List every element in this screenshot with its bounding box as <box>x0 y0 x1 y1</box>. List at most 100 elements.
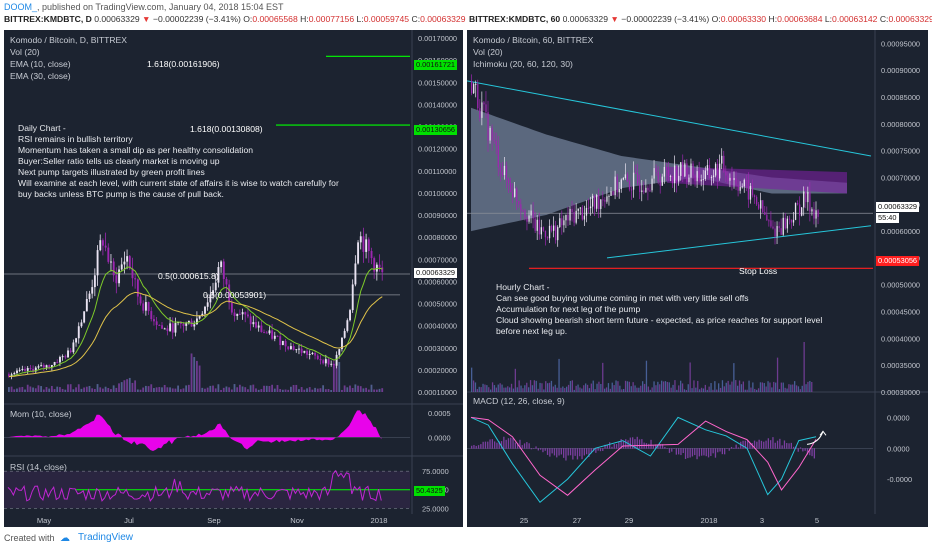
candle-body <box>704 170 706 180</box>
volume-bar <box>26 384 29 392</box>
date-axis-label: 29 <box>625 516 633 525</box>
volume-bar <box>482 383 484 392</box>
volume-bar <box>29 386 32 392</box>
candle-body <box>107 247 110 262</box>
candle-body <box>673 165 676 184</box>
volume-bar <box>801 385 803 392</box>
vol-indicator-label[interactable]: Vol (20) <box>473 47 503 57</box>
candle-body <box>373 258 376 272</box>
volume-bar <box>674 380 676 392</box>
volume-bar <box>332 365 335 392</box>
volume-bar <box>316 388 319 392</box>
volume-bar <box>676 389 678 392</box>
rsi-tick-label: 25.0000 <box>422 504 449 513</box>
volume-bar <box>351 387 354 392</box>
candle-body <box>214 282 217 291</box>
volume-bar <box>228 387 231 392</box>
volume-bar <box>607 383 610 392</box>
mom-tick-label: 0.0000 <box>428 433 451 442</box>
volume-bar <box>723 386 725 392</box>
author-link[interactable]: DOOM_ <box>4 2 38 12</box>
candle-body <box>260 325 263 333</box>
macd-indicator-label[interactable]: MACD (12, 26, close, 9) <box>473 396 565 406</box>
volume-bar <box>556 387 558 392</box>
volume-bar <box>166 387 169 392</box>
macd-histogram-bar <box>774 442 776 449</box>
mom-indicator-label[interactable]: Mom (10, close) <box>10 409 72 419</box>
volume-bar <box>373 389 376 392</box>
candle-body <box>300 348 303 353</box>
macd-histogram-bar <box>480 444 482 449</box>
volume-bar <box>72 389 75 392</box>
volume-bar <box>509 387 511 392</box>
note-line: Cloud showing bearish short term future … <box>496 315 823 325</box>
daily-chart-svg[interactable]: 0.001700000.001600000.001500000.00140000… <box>4 30 463 527</box>
candle-body <box>567 214 569 221</box>
candle-body <box>357 242 360 264</box>
price-tick-label: 0.00040000 <box>418 322 457 331</box>
ema30-indicator-label[interactable]: EMA (30, close) <box>10 71 71 81</box>
candle-body <box>365 239 368 252</box>
macd-histogram-bar <box>487 441 489 449</box>
candle-body <box>546 237 549 239</box>
macd-histogram-bar <box>735 444 737 449</box>
candle-body <box>583 215 586 220</box>
volume-bar <box>809 380 811 392</box>
candle-body <box>540 227 542 235</box>
candle-body <box>557 227 559 241</box>
macd-histogram-bar <box>553 448 556 456</box>
volume-bar <box>634 385 636 392</box>
volume-bar <box>263 385 265 392</box>
candle-body <box>29 368 32 370</box>
volume-bar <box>752 382 754 392</box>
countdown-box: 55:40 <box>876 213 899 223</box>
candle-body <box>501 172 504 176</box>
macd-histogram-bar <box>673 448 675 449</box>
volume-bar <box>683 389 686 392</box>
candle-body <box>665 166 668 170</box>
volume-bar <box>123 380 126 392</box>
candle-body <box>85 298 88 312</box>
candle-body <box>700 179 702 182</box>
volume-bar <box>708 386 710 392</box>
candle-body <box>639 183 641 192</box>
hourly-chart-svg[interactable]: 0.00095000 0.00090000 0.00085000 0.00080000… <box>467 30 928 527</box>
candle-body <box>719 163 721 179</box>
tradingview-brand[interactable]: TradingView <box>78 532 134 543</box>
last-price-box: 0.00063329 <box>414 268 458 278</box>
volume-bar <box>201 387 204 392</box>
left-open: 0.00065568 <box>252 14 298 24</box>
volume-bar <box>788 384 790 392</box>
volume-bar <box>102 388 104 392</box>
ema10-indicator-label[interactable]: EMA (10, close) <box>10 59 71 69</box>
stop-loss-label: Stop Loss <box>739 266 778 276</box>
volume-bar <box>61 388 64 392</box>
volume-bar <box>381 388 384 392</box>
price-tick-label: 0.00030000 <box>418 344 457 353</box>
volume-bar <box>279 388 282 392</box>
rsi-indicator-label[interactable]: RSI (14, close) <box>10 462 67 472</box>
macd-histogram-bar <box>475 445 477 449</box>
candle-body <box>534 218 536 231</box>
hourly-chart-panel[interactable]: 0.00095000 0.00090000 0.00085000 0.00080000… <box>467 30 928 527</box>
volume-bar <box>794 381 796 392</box>
vol-indicator-label[interactable]: Vol (20) <box>10 47 40 57</box>
candle-body <box>13 372 16 375</box>
candle-body <box>548 225 551 239</box>
ichimoku-indicator-label[interactable]: Ichimoku (20, 60, 120, 30) <box>473 59 573 69</box>
candle-body <box>45 365 48 368</box>
volume-bar <box>524 385 526 392</box>
candle-body <box>626 174 629 182</box>
macd-histogram-bar <box>671 448 673 452</box>
volume-bar <box>623 388 625 392</box>
volume-bar <box>602 362 604 392</box>
volume-bar <box>512 388 515 392</box>
price-tick-label: 0.00110000 <box>418 167 457 176</box>
candle-body <box>610 191 612 196</box>
volume-bar <box>244 387 247 392</box>
daily-chart-panel[interactable]: 0.001700000.001600000.001500000.00140000… <box>4 30 463 527</box>
volume-bar <box>247 389 249 392</box>
volume-bar <box>359 386 362 392</box>
note-line: RSI remains in bullish territory <box>18 134 133 144</box>
volume-bar <box>729 384 731 392</box>
